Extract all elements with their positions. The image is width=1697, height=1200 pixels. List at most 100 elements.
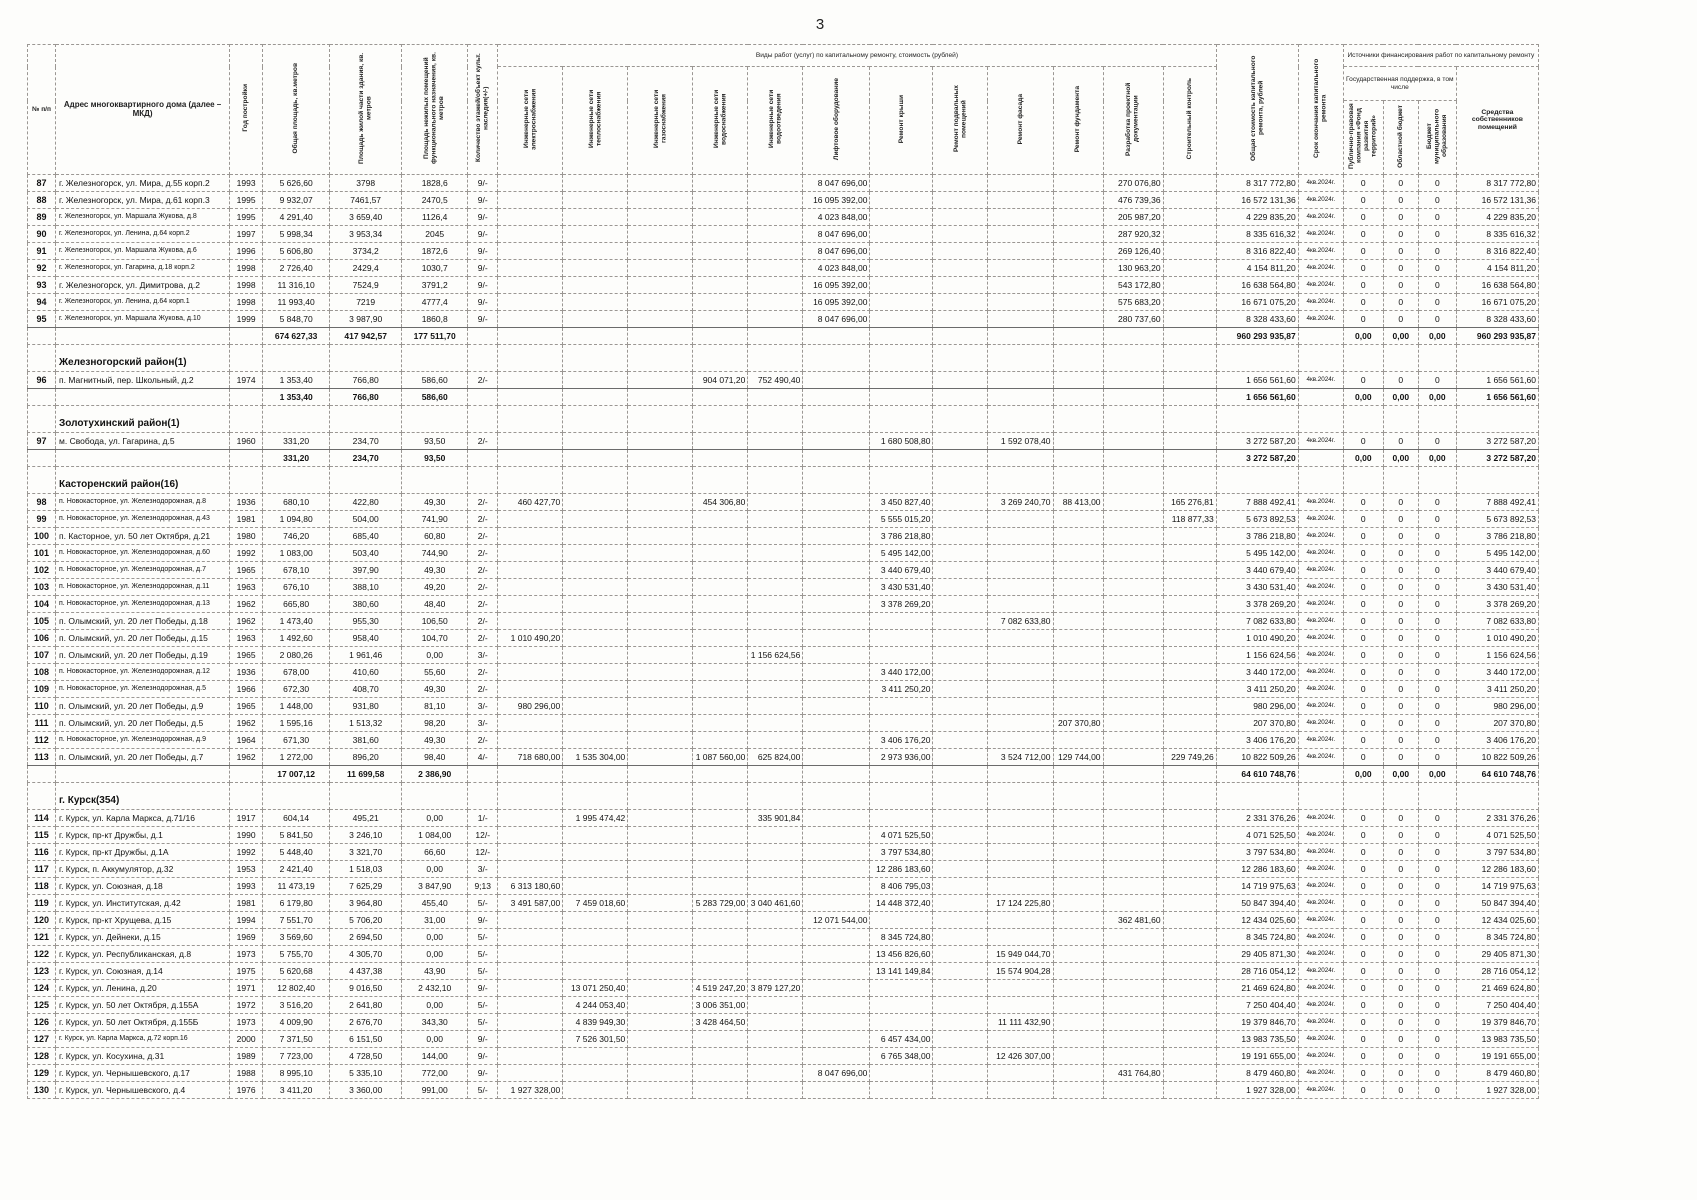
cell-gas-networks — [627, 730, 694, 749]
cell-electric-networks — [497, 978, 564, 997]
cell-water-disposal — [747, 1029, 804, 1048]
cell-deadline — [1297, 448, 1344, 467]
cell-water-disposal — [747, 292, 804, 311]
cell-total-area: 2 726,40 — [262, 258, 331, 277]
cell-regional-budget: 0 — [1382, 730, 1419, 749]
cell-gas-networks — [627, 1046, 694, 1065]
cell-num: 130 — [26, 1080, 57, 1099]
cell-electric-networks — [497, 577, 564, 596]
cell-roof: 3 411 250,20 — [869, 679, 934, 698]
cell-foundation — [1052, 893, 1104, 912]
cell-deadline — [1297, 781, 1344, 810]
cell-owners-funds: 4 071 525,50 — [1455, 825, 1540, 844]
cell-basement — [932, 628, 989, 647]
cell-total-cost: 8 328 433,60 — [1215, 309, 1299, 328]
cell-deadline: 4кв.2024г. — [1297, 961, 1344, 980]
cell-deadline: 4кв.2024г. — [1297, 696, 1344, 715]
cell-basement — [932, 781, 989, 810]
cell-address: г. Курск, ул. Союзная, д.14 — [55, 961, 231, 980]
cell-construction-control — [1162, 275, 1217, 294]
cell-water-supply: 3 428 464,50 — [692, 1012, 749, 1031]
cell-construction-control — [1162, 808, 1217, 827]
cell-deadline: 4кв.2024г. — [1297, 1080, 1344, 1099]
cell-living-area: 3 953,34 — [329, 224, 403, 243]
cell-total-area: 4 291,40 — [262, 207, 331, 226]
cell-construction-control — [1162, 611, 1217, 630]
cell-construction-control — [1162, 995, 1217, 1014]
cell-deadline: 4кв.2024г. — [1297, 224, 1344, 243]
cell-electric-networks — [497, 713, 564, 732]
cell-water-supply — [692, 944, 749, 963]
cell-living-area: 504,00 — [329, 509, 403, 528]
cell-total-cost — [1215, 404, 1299, 433]
cell-living-area: 7219 — [329, 292, 403, 311]
cell-living-area: 2 694,50 — [329, 927, 403, 946]
cell-electric-networks — [497, 207, 564, 226]
cell-gas-networks — [627, 594, 694, 613]
cell-living-area — [329, 343, 403, 372]
cell-municipal-budget: 0 — [1417, 560, 1457, 579]
subtotal-row: 331,20 234,70 93,50 3 272 587,20 0,00 0,00 0,0… — [26, 448, 1540, 467]
table-row: 104 п. Новокасторное, ул. Железнодорожная… — [26, 594, 1540, 613]
cell-living-area: 234,70 — [329, 431, 403, 450]
cell-deadline: 4кв.2024г. — [1297, 526, 1344, 545]
cell-build-year: 1960 — [229, 431, 264, 450]
cell-water-supply — [692, 275, 749, 294]
cell-facade: 12 426 307,00 — [987, 1046, 1054, 1065]
cell-water-supply — [692, 730, 749, 749]
cell-build-year — [229, 343, 264, 372]
cell-water-disposal — [747, 543, 804, 562]
cell-fund-territories: 0 — [1342, 645, 1384, 664]
cell-build-year: 1917 — [229, 808, 264, 827]
cell-total-area: 2 080,26 — [262, 645, 331, 664]
cell-address: г. Курск, ул. 50 лет Октября, д.155Б — [55, 1012, 231, 1031]
table-row: 96 п. Магнитный, пер. Школьный, д.2 1974 1 … — [26, 370, 1540, 389]
cell-total-area: 7 723,00 — [262, 1046, 331, 1065]
cell-basement — [932, 292, 989, 311]
cell-roof: 3 440 679,40 — [869, 560, 934, 579]
table-row: 94 г. Железногорск, ул. Ленина, д.64 корп… — [26, 292, 1540, 311]
cell-total-area: 1 353,40 — [262, 387, 331, 406]
cell-fund-territories: 0 — [1342, 978, 1384, 997]
cell-living-area: 4 305,70 — [329, 944, 403, 963]
cell-regional-budget: 0 — [1382, 258, 1419, 277]
cell-build-year: 1981 — [229, 893, 264, 912]
cell-water-disposal — [747, 611, 804, 630]
cell-water-supply — [692, 842, 749, 861]
cell-heating-networks — [562, 509, 629, 528]
cell-water-disposal — [747, 1046, 804, 1065]
cell-owners-funds: 3 272 587,20 — [1455, 431, 1540, 450]
cell-electric-networks — [497, 645, 564, 664]
cell-gas-networks — [627, 258, 694, 277]
cell-roof: 3 440 172,00 — [869, 662, 934, 681]
cell-heating-networks — [562, 207, 629, 226]
cell-heating-networks — [562, 577, 629, 596]
cell-total-area: 671,30 — [262, 730, 331, 749]
cell-foundation — [1052, 910, 1104, 929]
col-header-foundation: Ремонт фундамента — [1052, 66, 1104, 175]
cell-roof: 3 797 534,80 — [869, 842, 934, 861]
cell-deadline: 4кв.2024г. — [1297, 995, 1344, 1014]
cell-design-documentation — [1102, 961, 1164, 980]
cell-water-disposal — [747, 781, 804, 810]
cell-basement — [932, 961, 989, 980]
cell-build-year — [229, 465, 264, 494]
cell-living-area: 2 641,80 — [329, 995, 403, 1014]
cell-construction-control — [1162, 1063, 1217, 1082]
cell-deadline — [1297, 764, 1344, 783]
cell-num: 94 — [26, 292, 57, 311]
cell-electric-networks — [497, 241, 564, 260]
cell-municipal-budget: 0 — [1417, 730, 1457, 749]
cell-municipal-budget: 0 — [1417, 1063, 1457, 1082]
cell-total-area: 12 802,40 — [262, 978, 331, 997]
cell-elevator: 12 071 544,00 — [802, 910, 871, 929]
cell-facade — [987, 910, 1054, 929]
cell-deadline — [1297, 387, 1344, 406]
cell-design-documentation: 287 920,32 — [1102, 224, 1164, 243]
cell-facade: 15 949 044,70 — [987, 944, 1054, 963]
cell-total-area: 8 995,10 — [262, 1063, 331, 1082]
cell-build-year: 1999 — [229, 309, 264, 328]
cell-water-supply — [692, 309, 749, 328]
cell-deadline: 4кв.2024г. — [1297, 431, 1344, 450]
cell-owners-funds: 10 822 509,26 — [1455, 747, 1540, 766]
